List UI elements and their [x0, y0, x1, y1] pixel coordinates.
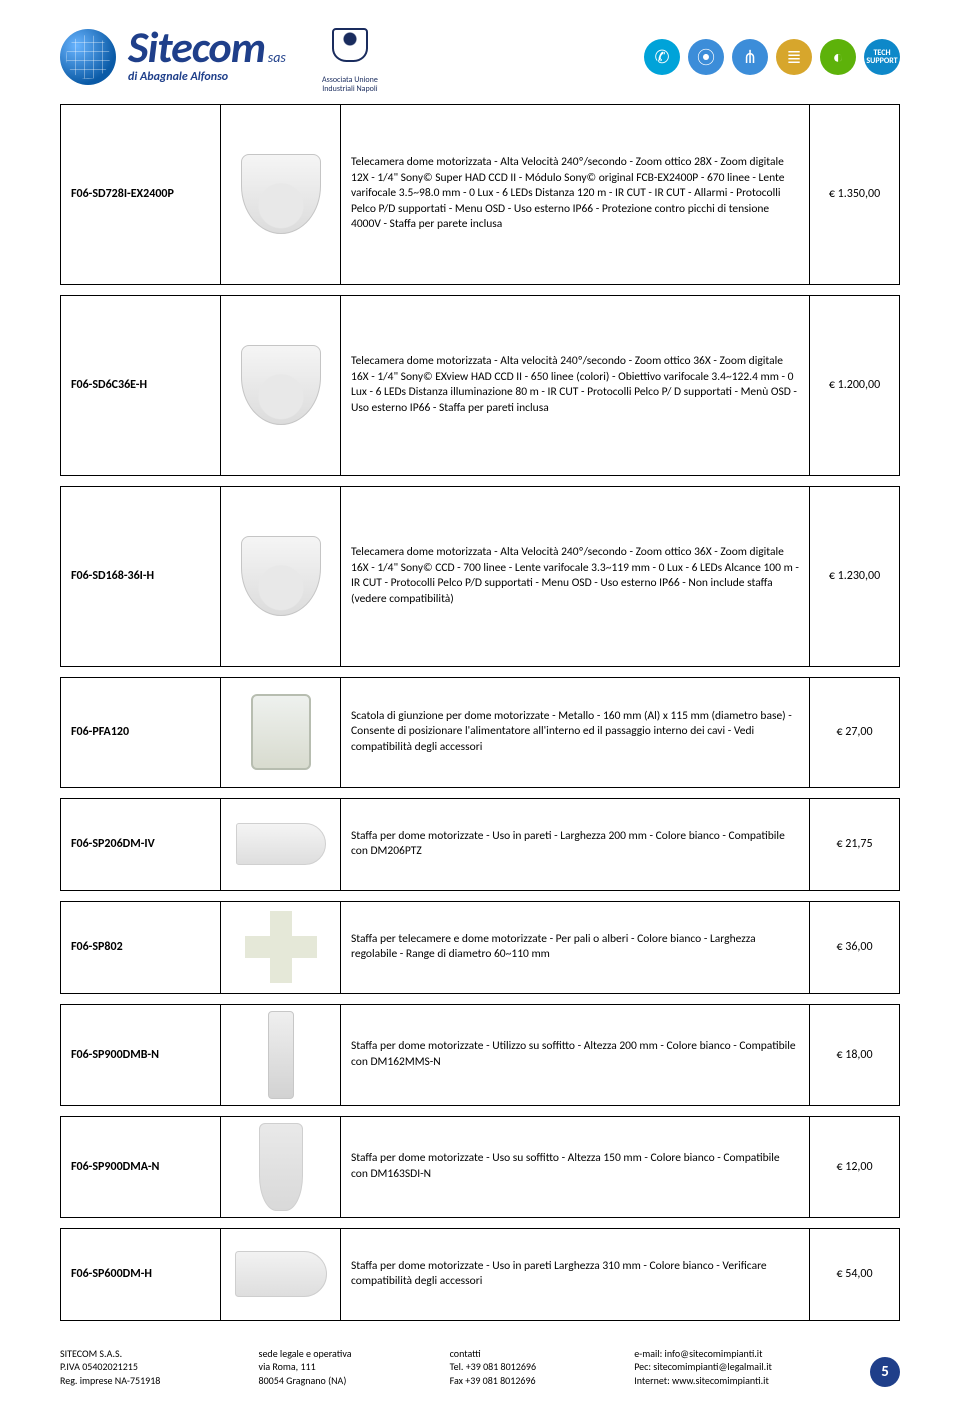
footer-col-company: SITECOM S.A.S. P.IVA 05402021215 Reg. im…: [60, 1347, 160, 1388]
footer-pec: Pec: sitecomimpianti@legalmail.it: [634, 1360, 772, 1374]
product-image-cell: [221, 295, 341, 475]
camera-icon: ⦿: [688, 39, 724, 75]
footer-reg: Reg. imprese NA-751918: [60, 1374, 160, 1388]
association-block: Associata Unione Industriali Napoli: [322, 20, 378, 94]
brand-tagline: di Abagnale Alfonso: [128, 70, 286, 84]
footer-fax: Fax +39 081 8012696: [450, 1374, 536, 1388]
phone-icon: ✆: [644, 39, 680, 75]
product-row: F06-SP900DMB-N Staffa per dome motorizzat…: [60, 1004, 900, 1106]
techsupport-icon: TECH SUPPORT: [864, 39, 900, 75]
product-image-icon: [241, 536, 321, 616]
footer-col-online: e-mail: info@sitecomimpianti.it Pec: sit…: [634, 1347, 772, 1388]
product-code: F06-SP900DMA-N: [61, 1116, 221, 1217]
product-description: Staffa per telecamere e dome motorizzate…: [341, 901, 810, 993]
header-icon-row: ✆ ⦿ ⋔ ≣ ◐ TECH SUPPORT: [644, 39, 900, 75]
techsupport-label2: SUPPORT: [866, 57, 897, 65]
product-code: F06-SD728I-EX2400P: [61, 104, 221, 284]
brand-name: Sitecom sas: [128, 29, 286, 66]
footer-col-address: sede legale e operativa via Roma, 111 80…: [259, 1347, 352, 1388]
product-image-cell: [221, 1004, 341, 1105]
footer-email: e-mail: info@sitecomimpianti.it: [634, 1347, 772, 1361]
product-image-cell: [221, 1228, 341, 1320]
product-description: Telecamera dome motorizzata - Alta Veloc…: [341, 104, 810, 284]
brand-main: Sitecom: [128, 20, 265, 74]
product-price: € 54,00: [810, 1228, 900, 1320]
product-price: € 18,00: [810, 1004, 900, 1105]
product-code: F06-SP802: [61, 901, 221, 993]
product-image-icon: [251, 694, 311, 770]
product-code: F06-SD168-36I-H: [61, 486, 221, 666]
product-image-icon: [268, 1011, 294, 1099]
brand-block: Sitecom sas di Abagnale Alfonso: [128, 29, 286, 84]
footer-address-title: sede legale e operativa: [259, 1347, 352, 1361]
mouse-icon: ◐: [820, 39, 856, 75]
product-image-cell: [221, 1116, 341, 1217]
product-image-cell: [221, 677, 341, 787]
footer-city: 80054 Gragnano (NA): [259, 1374, 352, 1388]
product-row: F06-SD6C36E-H Telecamera dome motorizzata…: [60, 295, 900, 476]
product-image-icon: [235, 1251, 327, 1297]
footer-web: Internet: www.sitecomimpianti.it: [634, 1374, 772, 1388]
product-code: F06-SP900DMB-N: [61, 1004, 221, 1105]
product-price: € 36,00: [810, 901, 900, 993]
association-emblem-icon: [322, 20, 378, 76]
product-description: Staffa per dome motorizzate - Utilizzo s…: [341, 1004, 810, 1105]
product-code: F06-PFA120: [61, 677, 221, 787]
product-description: Staffa per dome motorizzate - Uso in par…: [341, 798, 810, 890]
product-price: € 21,75: [810, 798, 900, 890]
product-description: Staffa per dome motorizzate - Uso in par…: [341, 1228, 810, 1320]
footer-vat: P.IVA 05402021215: [60, 1360, 160, 1374]
product-image-cell: [221, 104, 341, 284]
footer-tel: Tel. +39 081 8012696: [450, 1360, 536, 1374]
product-price: € 12,00: [810, 1116, 900, 1217]
footer-company-name: SITECOM S.A.S.: [60, 1347, 160, 1361]
product-image-cell: [221, 901, 341, 993]
product-image-icon: [241, 345, 321, 425]
product-code: F06-SP600DM-H: [61, 1228, 221, 1320]
product-image-icon: [236, 823, 326, 865]
product-price: € 1.230,00: [810, 486, 900, 666]
product-image-cell: [221, 798, 341, 890]
globe-logo-icon: [60, 29, 116, 85]
footer-col-contacts: contatti Tel. +39 081 8012696 Fax +39 08…: [450, 1347, 536, 1388]
product-image-cell: [221, 486, 341, 666]
product-code: F06-SP206DM-IV: [61, 798, 221, 890]
product-description: Scatola di giunzione per dome motorizzat…: [341, 677, 810, 787]
catalog-table: F06-SD728I-EX2400P Telecamera dome motori…: [60, 104, 900, 1321]
server-icon: ≣: [776, 39, 812, 75]
product-row: F06-SD168-36I-H Telecamera dome motorizza…: [60, 486, 900, 667]
product-image-icon: [259, 1123, 303, 1211]
association-line2: Industriali Napoli: [322, 85, 377, 94]
product-description: Telecamera dome motorizzata - Alta Veloc…: [341, 486, 810, 666]
product-row: F06-SP600DM-H Staffa per dome motorizzate…: [60, 1228, 900, 1321]
product-image-icon: [241, 154, 321, 234]
product-row: F06-SP802 Staffa per telecamere e dome mo…: [60, 901, 900, 994]
product-price: € 1.200,00: [810, 295, 900, 475]
product-row: F06-PFA120 Scatola di giunzione per dome …: [60, 677, 900, 788]
wifi-icon: ⋔: [732, 39, 768, 75]
product-description: Staffa per dome motorizzate - Uso su sof…: [341, 1116, 810, 1217]
product-row: F06-SP206DM-IV Staffa per dome motorizzat…: [60, 798, 900, 891]
product-row: F06-SD728I-EX2400P Telecamera dome motori…: [60, 104, 900, 285]
header: Sitecom sas di Abagnale Alfonso Associat…: [60, 20, 900, 94]
product-code: F06-SD6C36E-H: [61, 295, 221, 475]
page: Sitecom sas di Abagnale Alfonso Associat…: [0, 0, 960, 1407]
product-price: € 27,00: [810, 677, 900, 787]
product-image-icon: [245, 911, 317, 983]
footer-street: via Roma, 111: [259, 1360, 352, 1374]
product-description: Telecamera dome motorizzata - Alta veloc…: [341, 295, 810, 475]
brand-suffix: sas: [268, 49, 286, 66]
product-row: F06-SP900DMA-N Staffa per dome motorizzat…: [60, 1116, 900, 1218]
page-number-badge: 5: [870, 1357, 900, 1387]
product-price: € 1.350,00: [810, 104, 900, 284]
footer-contacts-title: contatti: [450, 1347, 536, 1361]
footer: SITECOM S.A.S. P.IVA 05402021215 Reg. im…: [60, 1347, 900, 1388]
